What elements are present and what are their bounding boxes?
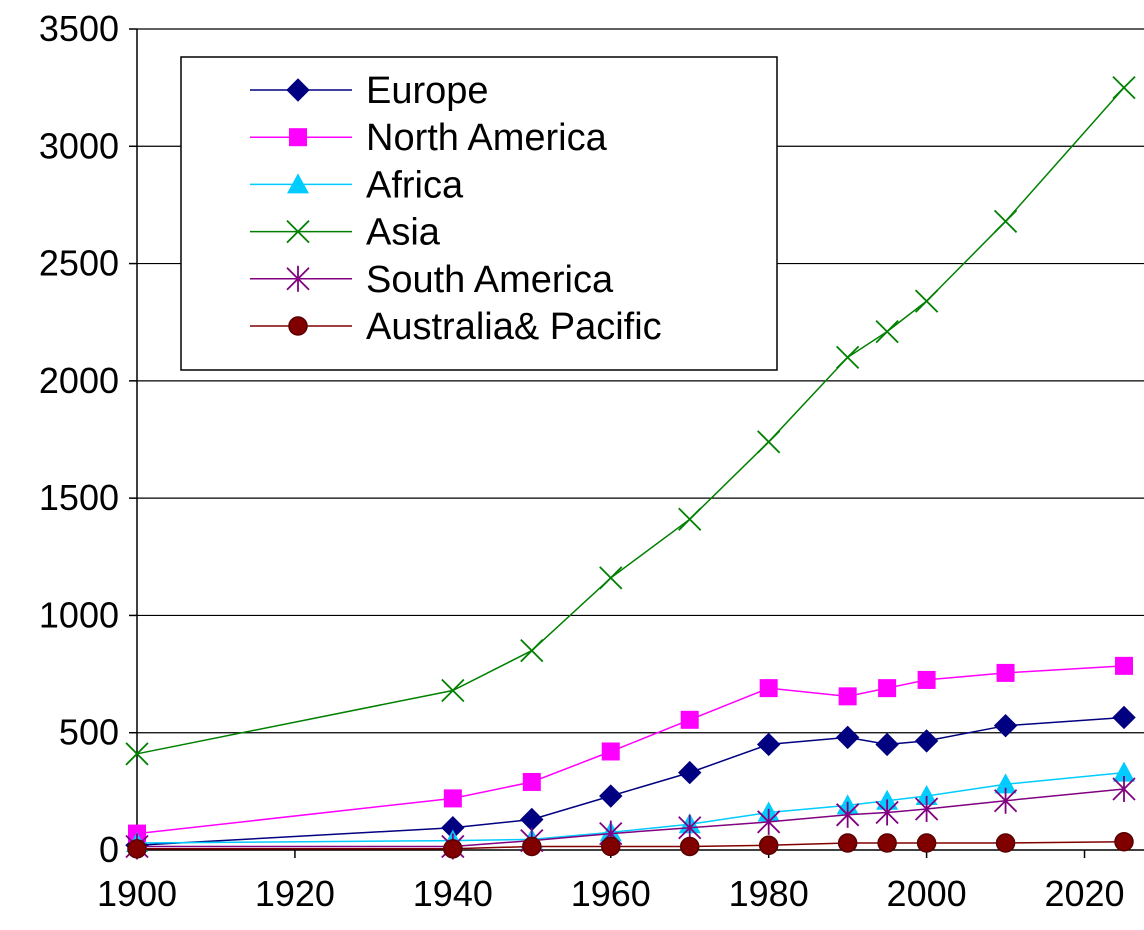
data-point	[876, 321, 898, 343]
data-point	[760, 836, 778, 854]
data-point	[444, 789, 462, 807]
series-africa	[126, 762, 1135, 852]
data-point	[876, 733, 898, 755]
data-point	[444, 840, 462, 858]
x-tick-label: 1920	[255, 873, 335, 914]
data-point	[918, 671, 936, 689]
data-point	[1115, 833, 1133, 851]
data-point	[600, 567, 622, 589]
data-point	[837, 346, 859, 368]
data-point	[837, 726, 859, 748]
legend-label: Australia& Pacific	[366, 306, 662, 348]
x-tick-label: 2020	[1044, 873, 1124, 914]
data-point	[681, 837, 699, 855]
data-point	[995, 210, 1017, 232]
legend-label: Africa	[366, 164, 464, 206]
series-north-america	[128, 657, 1133, 843]
data-point	[839, 687, 857, 705]
data-point	[521, 640, 543, 662]
y-tick-label: 500	[59, 712, 119, 753]
data-point	[1115, 657, 1133, 675]
data-point	[878, 834, 896, 852]
data-point	[1113, 77, 1135, 99]
data-point	[916, 290, 938, 312]
legend-marker	[289, 317, 307, 335]
x-tick-label: 1960	[571, 873, 651, 914]
data-point	[523, 773, 541, 791]
data-point	[918, 834, 936, 852]
data-point	[758, 733, 780, 755]
data-point	[1113, 706, 1135, 728]
data-point	[523, 837, 541, 855]
y-tick-label: 3500	[39, 8, 119, 49]
x-tick-label: 1980	[729, 873, 809, 914]
data-point	[878, 679, 896, 697]
y-tick-label: 2000	[39, 360, 119, 401]
y-tick-label: 2500	[39, 243, 119, 284]
data-point	[521, 809, 543, 831]
series-line	[137, 666, 1124, 834]
data-point	[997, 834, 1015, 852]
data-point	[679, 762, 701, 784]
legend-label: Asia	[366, 212, 441, 254]
x-tick-label: 1940	[413, 873, 493, 914]
legend-label: South America	[366, 259, 614, 301]
data-point	[758, 431, 780, 453]
x-tick-label: 1900	[97, 873, 177, 914]
data-point	[760, 679, 778, 697]
x-tick-label: 2000	[887, 873, 967, 914]
legend: Europe North America Africa Asia South Ameri…	[181, 57, 777, 370]
y-tick-label: 3000	[39, 125, 119, 166]
legend-label: North America	[366, 117, 608, 159]
data-point	[681, 711, 699, 729]
data-point	[600, 785, 622, 807]
series-australia-pacific	[128, 833, 1133, 858]
y-tick-label: 0	[99, 829, 119, 870]
data-point	[602, 742, 620, 760]
data-point	[995, 715, 1017, 737]
series-europe	[126, 706, 1135, 856]
y-tick-label: 1500	[39, 477, 119, 518]
data-point	[602, 837, 620, 855]
series-line	[137, 842, 1124, 849]
data-point	[679, 508, 701, 530]
y-tick-label: 1000	[39, 594, 119, 635]
data-point	[128, 840, 146, 858]
data-point	[839, 834, 857, 852]
data-point	[997, 664, 1015, 682]
legend-marker	[289, 128, 307, 146]
series-line	[137, 718, 1124, 846]
legend-label: Europe	[366, 70, 489, 112]
data-point	[442, 679, 464, 701]
